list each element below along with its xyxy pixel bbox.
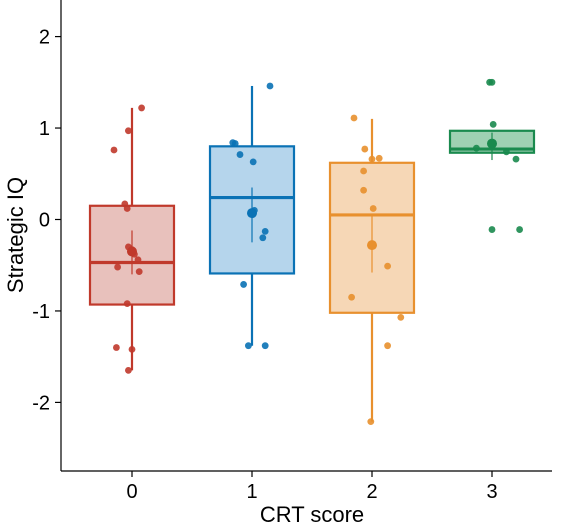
data-point [259,234,267,242]
data-point [124,366,132,374]
mean-point [127,246,137,257]
data-point [261,342,269,350]
data-point [113,344,120,351]
data-point [397,313,405,321]
data-point [124,127,132,135]
data-point [245,342,252,350]
mean-point [247,208,257,219]
x-tick-label: 1 [246,481,257,503]
y-tick-label: 1 [39,118,50,140]
data-point [360,186,367,194]
data-point [488,226,496,233]
data-point [368,155,376,163]
y-tick-label: -1 [32,301,50,323]
x-tick-label: 2 [366,481,377,503]
x-axis-ticks: 0 1 2 3 [126,471,498,503]
data-point [503,148,510,156]
data-point [266,82,274,90]
data-point [473,144,480,152]
plot-area [88,78,536,426]
data-point [135,268,143,276]
x-axis-title: CRT score [260,502,364,524]
data-point [367,418,375,426]
data-point [231,140,239,147]
data-point [350,114,358,122]
mean-point [487,138,497,149]
data-point [123,300,131,308]
data-point [128,345,136,353]
data-point [138,104,146,112]
data-point [375,154,383,162]
data-point [516,226,523,233]
x-tick-label: 3 [486,481,497,503]
data-point [110,146,118,154]
x-tick-label: 0 [126,481,137,503]
y-tick-label: 2 [39,27,50,49]
y-axis-ticks: -2 -1 0 1 2 [32,27,61,414]
y-tick-label: 0 [39,209,50,231]
data-point [134,256,142,264]
data-point [114,263,121,271]
box-group-1 [208,85,296,346]
data-point [261,227,269,235]
data-point [384,262,391,270]
y-axis-title: Strategic IQ [3,177,28,293]
data-point [360,167,367,175]
data-point [240,281,248,288]
mean-point [367,240,377,251]
data-point [236,151,244,158]
data-point [249,158,257,166]
data-point [384,342,391,350]
y-tick-label: -2 [32,392,50,414]
data-point [369,205,377,212]
data-point [488,78,496,86]
data-point [348,293,355,301]
data-point [489,120,497,128]
data-point [512,155,520,163]
data-point [123,205,131,212]
data-point [361,145,369,153]
